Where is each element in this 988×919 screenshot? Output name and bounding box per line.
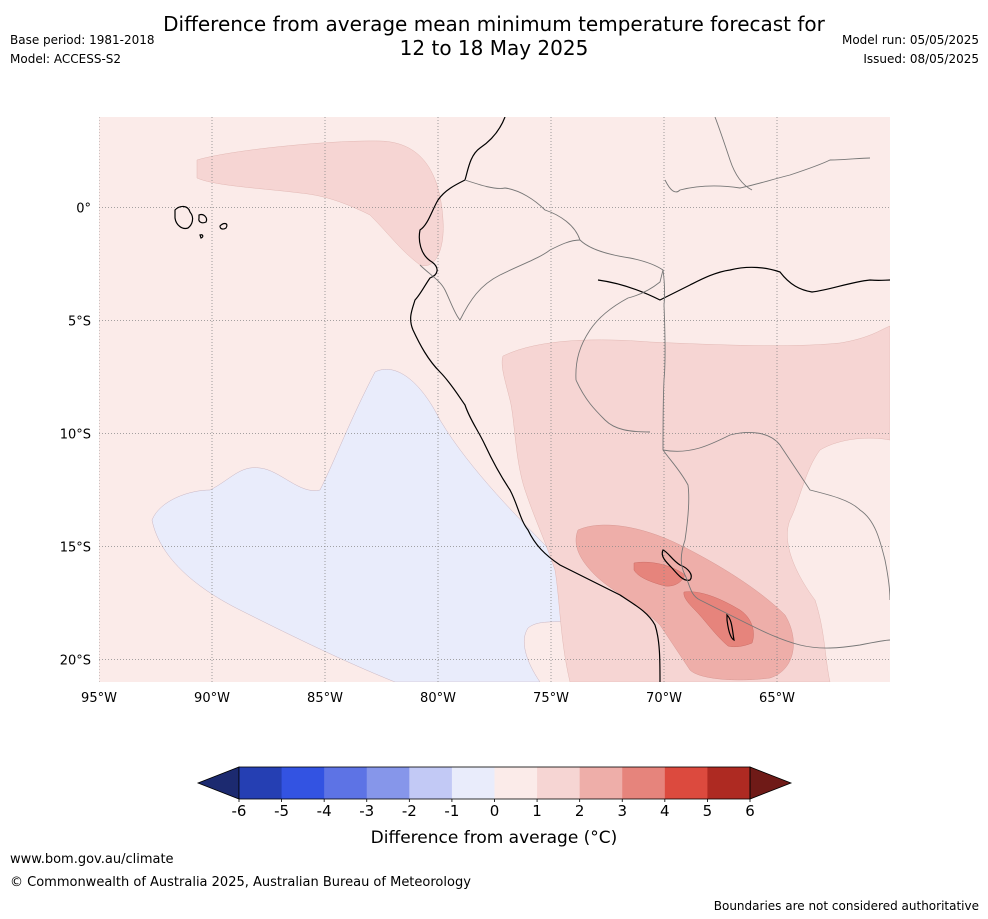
colorbar-tick-label: 2 — [575, 802, 585, 820]
lat-tick-label: 5°S — [68, 314, 91, 329]
colorbar-segment — [281, 767, 325, 799]
coastline — [174, 117, 890, 682]
anomaly-region-negative — [151, 369, 584, 682]
colorbar-tick-label: -6 — [232, 802, 247, 820]
colorbar-segment — [239, 767, 283, 799]
lon-tick-label: 65°W — [759, 691, 795, 706]
colorbar-segment — [579, 767, 623, 799]
map-area — [99, 117, 890, 682]
colorbar-over-arrow — [749, 766, 793, 800]
gridlines — [99, 117, 890, 682]
lat-tick-label: 15°S — [60, 540, 91, 555]
footer-url[interactable]: www.bom.gov.au/climate — [10, 852, 174, 867]
footer-disclaimer: Boundaries are not considered authoritat… — [713, 899, 979, 913]
colorbar-tick-label: 1 — [532, 802, 542, 820]
title-line-2: 12 to 18 May 2025 — [399, 36, 589, 60]
colorbar-tick-labels: -6 -5 -4 -3 -2 -1 0 1 2 3 4 5 6 — [232, 799, 755, 820]
map-title: Difference from average mean minimum tem… — [0, 12, 988, 60]
lon-tick-label: 95°W — [81, 691, 117, 706]
lon-tick-label: 90°W — [194, 691, 230, 706]
issued-label: Issued: 08/05/2025 — [863, 52, 979, 66]
colorbar-tick-label: 6 — [745, 802, 755, 820]
colorbar-segment — [622, 767, 666, 799]
longitude-tick-labels: 95°W 90°W 85°W 80°W 75°W 70°W 65°W — [81, 691, 795, 706]
lat-tick-label: 20°S — [60, 653, 91, 668]
colorbar-tick-label: 3 — [617, 802, 627, 820]
colorbar-title: Difference from average (°C) — [370, 828, 618, 848]
model-run-label: Model run: 05/05/2025 — [841, 33, 979, 47]
colorbar-segment — [324, 767, 368, 799]
colorbar-under-arrow — [196, 766, 240, 800]
colorbar-tick-label: -5 — [274, 802, 289, 820]
colorbar-tick-label: -2 — [402, 802, 417, 820]
lat-tick-label: 10°S — [60, 427, 91, 442]
lon-tick-label: 85°W — [307, 691, 343, 706]
anomaly-region-1-2-south — [501, 325, 890, 682]
title-line-1: Difference from average mean minimum tem… — [163, 12, 825, 36]
colorbar-segment — [537, 767, 581, 799]
colorbar-tick-label: -3 — [359, 802, 374, 820]
footer-copyright: © Commonwealth of Australia 2025, Austra… — [10, 875, 471, 890]
colorbar-segment — [451, 767, 495, 799]
colorbar-tick-label: 0 — [490, 802, 500, 820]
anomaly-region-3-4-b — [683, 591, 754, 648]
lon-tick-label: 75°W — [533, 691, 569, 706]
colorbar-segment — [494, 767, 538, 799]
base-period-label: Base period: 1981-2018 — [10, 33, 155, 47]
latitude-tick-labels: 0° 5°S 10°S 15°S 20°S — [60, 201, 91, 668]
lon-tick-label: 80°W — [420, 691, 456, 706]
colorbar-tick-label: 4 — [660, 802, 670, 820]
colorbar-tick-label: -1 — [444, 802, 459, 820]
colorbar-segment — [366, 767, 410, 799]
colorbar-segment — [707, 767, 751, 799]
colorbar-segment — [409, 767, 453, 799]
lon-tick-label: 70°W — [646, 691, 682, 706]
colorbar-tick-label: 5 — [703, 802, 713, 820]
country-borders — [419, 117, 890, 649]
colorbar-tick-label: -4 — [317, 802, 332, 820]
lat-tick-label: 0° — [76, 201, 91, 216]
colorbar — [196, 766, 793, 800]
colorbar-segment — [664, 767, 708, 799]
model-label: Model: ACCESS-S2 — [10, 52, 122, 66]
anomaly-region-1-2-north — [196, 140, 444, 267]
